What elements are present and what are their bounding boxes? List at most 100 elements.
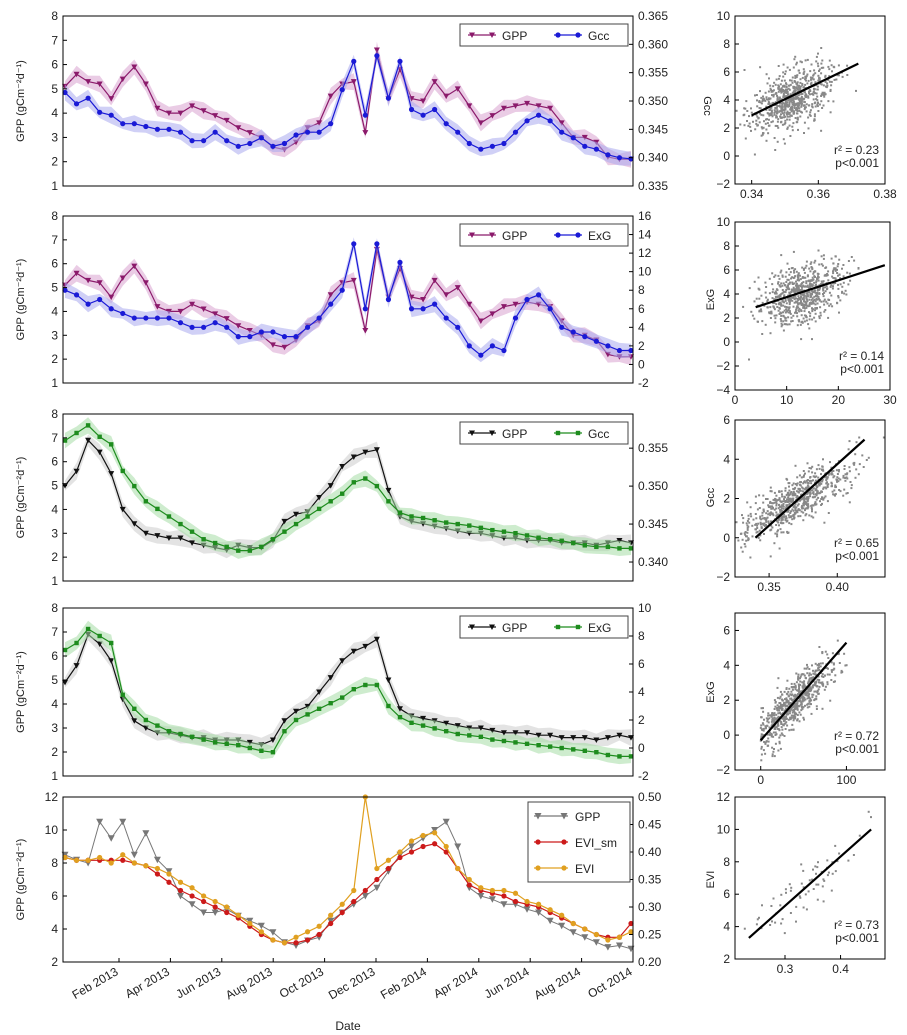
scatter-point	[760, 707, 763, 710]
scatter-point	[783, 498, 785, 501]
scatter-point	[806, 284, 809, 287]
scatter-point	[814, 479, 817, 482]
scatter-point	[797, 309, 800, 312]
scatter-point	[845, 293, 848, 296]
scatter-point	[788, 729, 791, 732]
data-point-gcc	[397, 58, 403, 64]
scatter-point	[778, 503, 780, 506]
scatter-point	[808, 693, 811, 696]
left-tick-label: 2	[51, 155, 58, 169]
scatter-point	[799, 102, 802, 105]
scatter-point	[785, 721, 788, 724]
scatter-point	[760, 745, 763, 748]
scatter-point	[781, 693, 784, 696]
scatter-point	[799, 697, 802, 700]
left-tick-label: 4	[51, 502, 58, 516]
scatter-y-tick-label: −2	[716, 570, 730, 584]
scatter-point	[819, 306, 822, 309]
scatter-point	[758, 916, 760, 919]
scatter-point	[767, 504, 770, 507]
scatter-point	[799, 85, 802, 88]
scatter-point	[762, 727, 765, 730]
data-point-evi	[443, 843, 449, 850]
scatter-point	[795, 286, 798, 289]
scatter-point	[796, 118, 799, 121]
right-tick-label: 8	[638, 283, 645, 297]
scatter-point	[766, 516, 769, 519]
data-point-gpp	[489, 113, 496, 119]
scatter-point	[796, 509, 798, 512]
scatter-point	[816, 678, 819, 681]
scatter-point	[808, 689, 811, 692]
scatter-point	[834, 255, 837, 258]
scatter-point	[852, 462, 855, 465]
scatter-point	[781, 323, 784, 326]
scatter-point	[784, 489, 787, 492]
data-point-gcc	[154, 126, 161, 132]
scatter-point	[810, 712, 813, 715]
scatter-point	[805, 306, 808, 309]
scatter-point	[838, 258, 841, 261]
scatter-point	[813, 298, 816, 301]
data-point-exg	[270, 329, 276, 335]
date-tick-label: Feb 2014	[378, 964, 429, 1002]
scatter-point	[809, 262, 812, 265]
scatter-point	[846, 64, 849, 67]
scatter-point	[838, 311, 840, 314]
scatter-point	[794, 268, 797, 271]
scatter-point	[808, 327, 811, 330]
left-tick-label: 4	[51, 106, 58, 120]
scatter-point	[760, 102, 763, 105]
scatter-point	[803, 100, 806, 103]
scatter-point	[778, 284, 781, 287]
scatter-point	[791, 103, 794, 106]
legend-marker	[469, 232, 475, 238]
data-point-gpp	[85, 277, 92, 284]
scatter-point	[803, 300, 806, 303]
scatter-point	[829, 90, 832, 92]
scatter-point	[786, 693, 789, 696]
scatter-point	[767, 505, 770, 508]
data-point-exg	[362, 306, 368, 312]
scatter-point	[758, 297, 761, 300]
scatter-point	[822, 66, 825, 69]
scatter-point	[780, 707, 783, 710]
right-tick-label: 0.350	[638, 94, 668, 108]
scatter-point	[785, 517, 788, 520]
scatter-point	[817, 276, 820, 279]
scatter-point	[794, 688, 797, 691]
scatter-point	[802, 317, 805, 320]
scatter-point	[824, 80, 827, 83]
scatter-point	[777, 118, 780, 121]
legend-marker	[489, 232, 495, 238]
scatter-point	[772, 93, 775, 96]
scatter-point	[777, 722, 779, 725]
scatter-point	[811, 696, 814, 699]
scatter-point	[786, 88, 789, 91]
scatter-point	[782, 71, 785, 74]
scatter-point	[792, 101, 795, 104]
data-point-gpp	[188, 901, 196, 908]
scatter-point	[789, 79, 791, 82]
scatter-point	[797, 86, 800, 89]
scatter-point	[844, 473, 847, 476]
scatter-point	[768, 102, 771, 104]
scatter-point	[828, 304, 831, 307]
scatter-point	[770, 110, 773, 113]
scatter-point	[777, 529, 779, 532]
scatter-point	[805, 302, 808, 305]
scatter-point	[792, 66, 795, 69]
scatter-point	[761, 514, 764, 517]
scatter-point	[808, 705, 811, 708]
data-point-gpp	[131, 718, 138, 724]
scatter-point	[758, 100, 761, 102]
scatter-point	[814, 312, 817, 315]
scatter-point	[810, 283, 813, 286]
left-tick-label: 1	[51, 179, 58, 193]
scatter-point	[857, 267, 860, 270]
scatter-point	[815, 281, 818, 284]
scatter-point	[810, 266, 813, 268]
scatter-point	[832, 668, 835, 671]
data-point-gcc	[131, 121, 137, 127]
